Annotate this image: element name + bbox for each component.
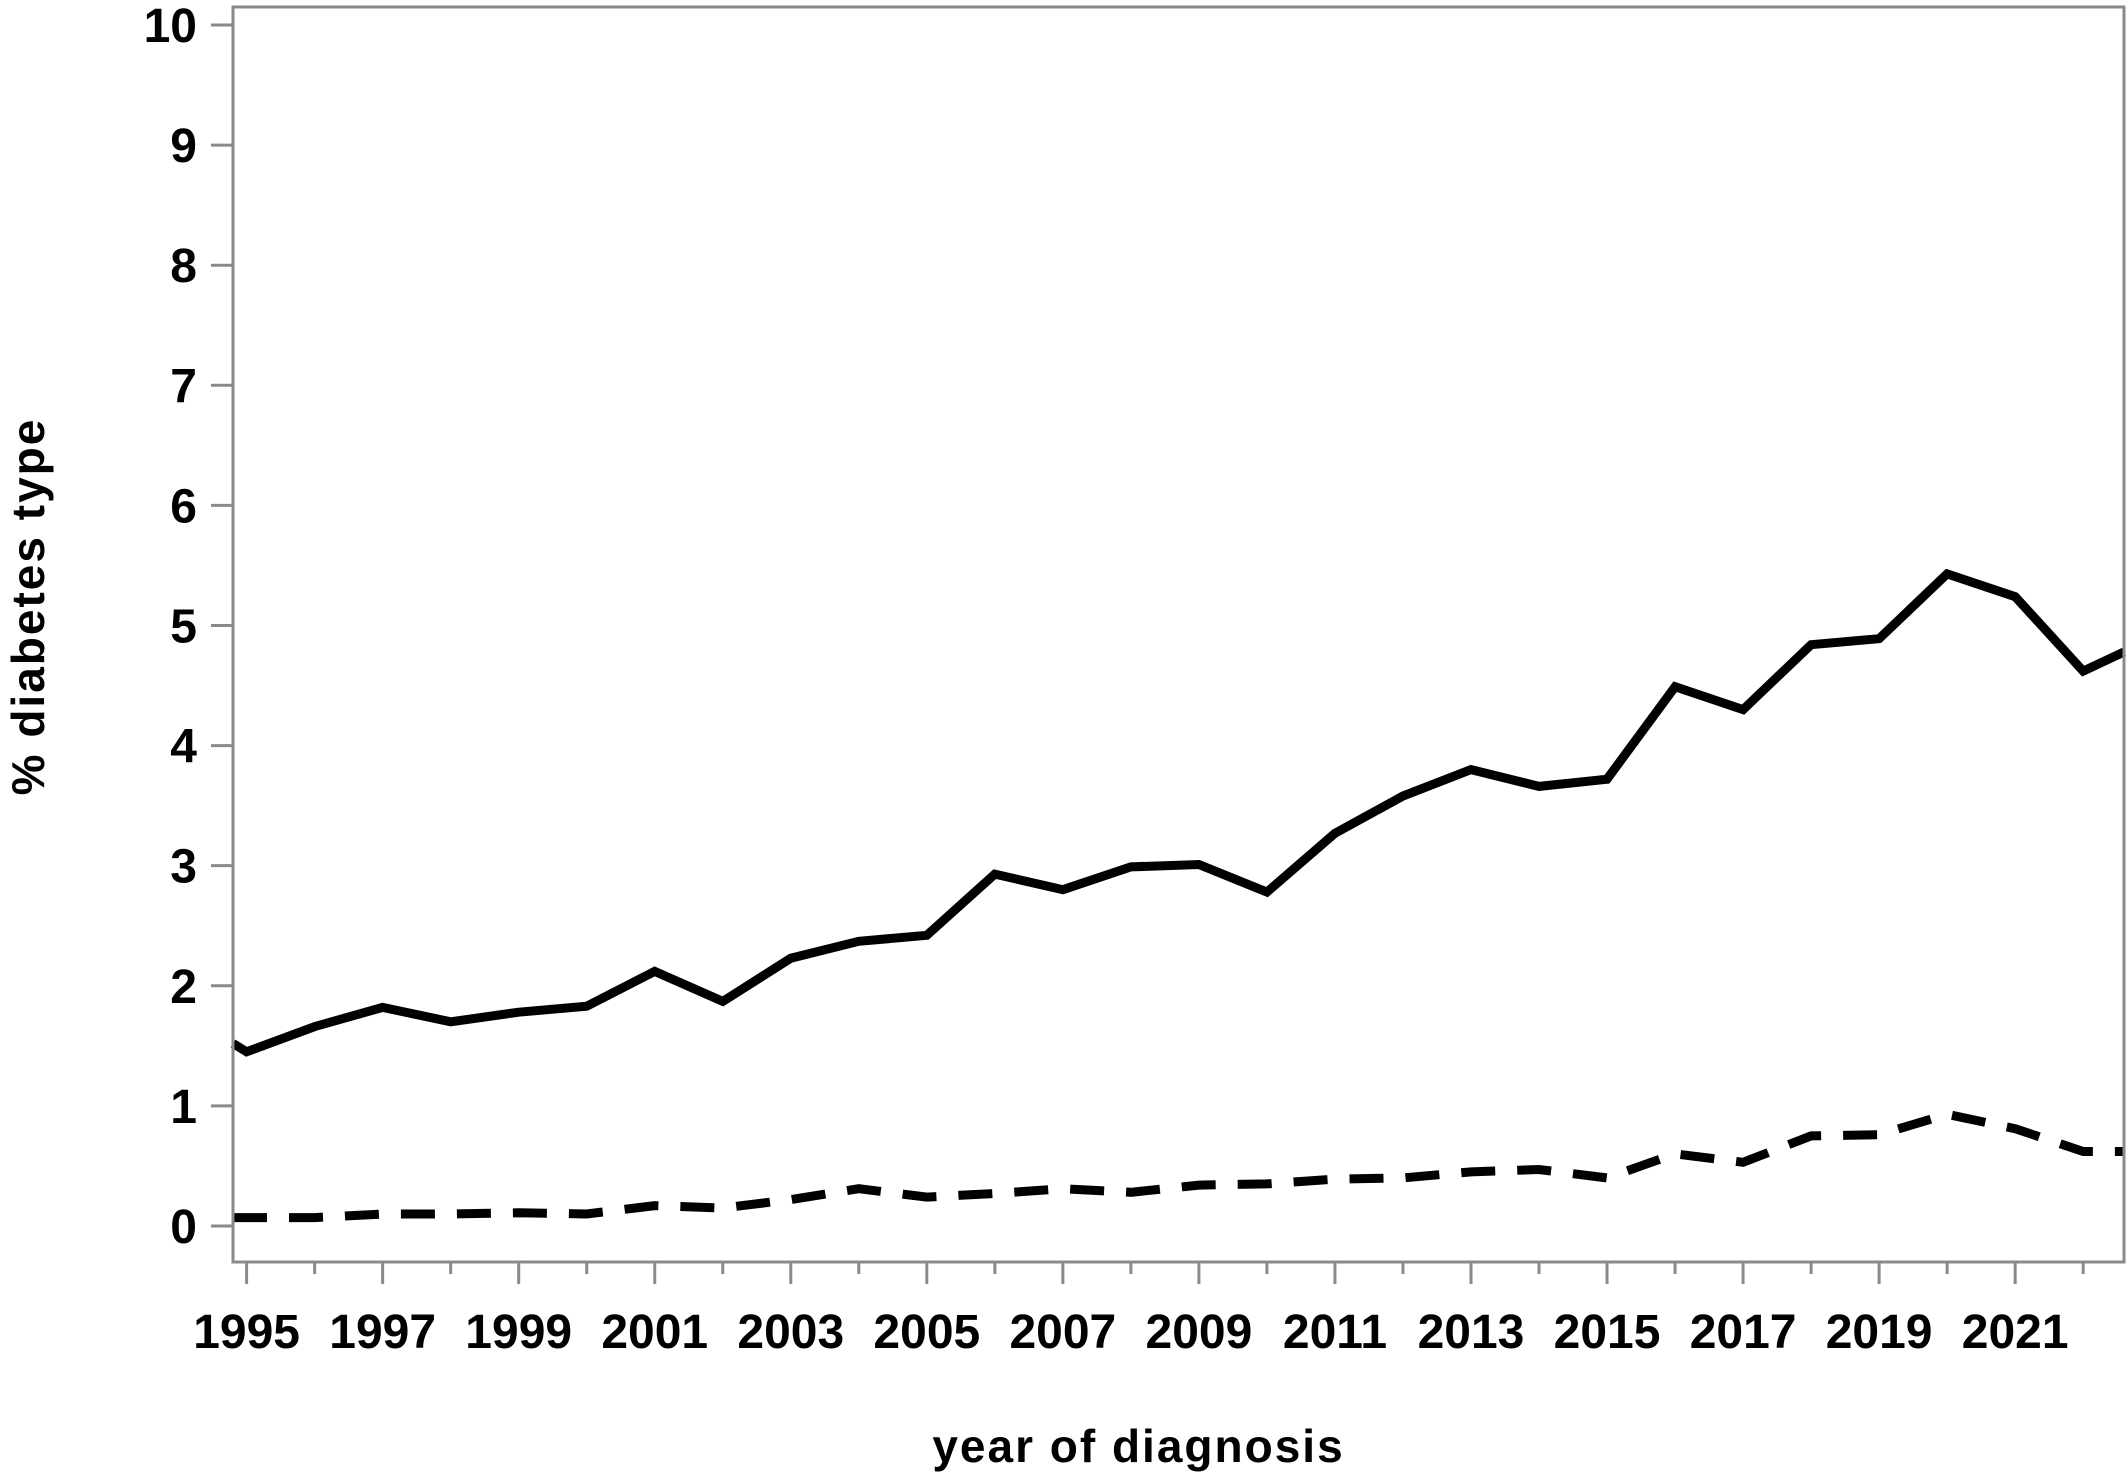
plot-frame <box>231 5 2126 1264</box>
y-tick-label: 7 <box>170 360 197 413</box>
x-axis: 1995 1997 1999 2001 2003 2005 2007 2009 2011 2013… <box>193 1262 2085 1359</box>
y-axis: 0 1 2 3 4 5 6 7 8 9 10 <box>144 0 233 1254</box>
x-tick-label: 2007 <box>1009 1306 1116 1359</box>
series-line-dashed <box>233 1109 2124 1223</box>
x-tick-label: 2019 <box>1826 1306 1933 1359</box>
x-tick-label: 2015 <box>1554 1306 1661 1359</box>
x-tick-label: 2005 <box>873 1306 980 1359</box>
y-tick-label: 4 <box>170 721 197 774</box>
x-tick-label: 1995 <box>193 1306 300 1359</box>
y-tick-label: 1 <box>170 1081 197 1134</box>
x-axis-title: year of diagnosis <box>932 1420 1344 1472</box>
y-tick-label: 10 <box>144 0 197 53</box>
y-tick-label: 8 <box>170 240 197 293</box>
x-tick-label: 2009 <box>1146 1306 1253 1359</box>
x-tick-label: 2017 <box>1690 1306 1797 1359</box>
y-tick-label: 0 <box>170 1201 197 1254</box>
y-tick-label: 9 <box>170 120 197 173</box>
y-tick-label: 2 <box>170 961 197 1014</box>
y-tick-label: 5 <box>170 600 197 653</box>
series-line-solid <box>230 568 2126 1057</box>
x-tick-label: 2001 <box>601 1306 708 1359</box>
x-tick-label: 2013 <box>1418 1306 1525 1359</box>
y-axis-title: % diabetes type <box>2 418 54 796</box>
x-tick-label: 2021 <box>1962 1306 2069 1359</box>
x-tick-label: 1997 <box>329 1306 436 1359</box>
plot-area <box>230 568 2126 1223</box>
x-tick-label: 1999 <box>465 1306 572 1359</box>
x-tick-label: 2011 <box>1283 1306 1387 1359</box>
y-tick-label: 3 <box>170 841 197 894</box>
x-tick-label: 2003 <box>737 1306 844 1359</box>
y-tick-label: 6 <box>170 480 197 533</box>
